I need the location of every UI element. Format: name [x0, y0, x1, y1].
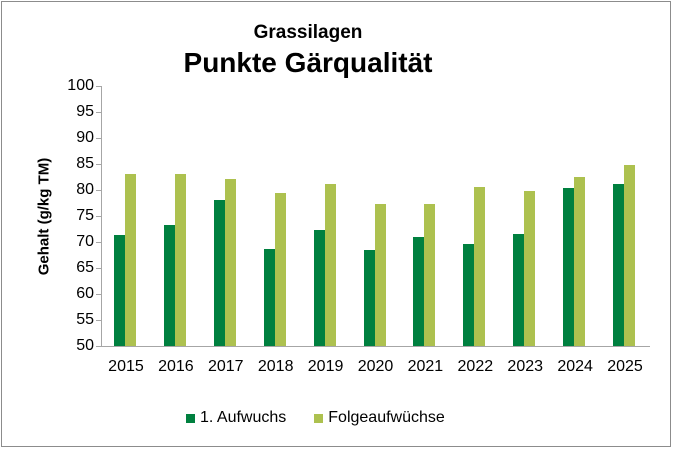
x-tick-label: 2020 — [357, 358, 394, 375]
legend-swatch-icon — [314, 413, 324, 423]
chart-subtitle: Punkte Gärqualität — [183, 47, 433, 78]
y-axis — [101, 86, 102, 347]
bar-aufwuchs1-2025 — [613, 184, 625, 346]
plot-area: 100 95 90 85 80 75 70 65 60 55 50 2015 2016 2017 2018 2… — [67, 78, 650, 375]
bar-aufwuchs1-2016 — [163, 224, 175, 346]
y-tick — [96, 112, 101, 113]
x-tick-label: 2021 — [407, 358, 444, 375]
y-tick — [96, 346, 101, 347]
y-tick — [96, 164, 101, 165]
y-tick-label: 85 — [76, 155, 94, 172]
y-tick — [96, 138, 101, 139]
bar-aufwuchs1-2021 — [413, 236, 425, 346]
y-tick — [96, 86, 101, 87]
bar-aufwuchs1-2022 — [463, 244, 475, 346]
bar-folgeaufwuechse-2020 — [374, 204, 386, 346]
y-tick-label: 90 — [76, 129, 94, 146]
legend-item: Folgeaufwüchse — [314, 409, 445, 427]
x-tick-label: 2022 — [457, 358, 494, 375]
y-tick — [96, 190, 101, 191]
bar-aufwuchs1-2020 — [363, 249, 375, 346]
x-tick-label: 2023 — [507, 358, 544, 375]
y-tick-label: 70 — [76, 233, 94, 250]
chart-title: Grassilagen — [253, 22, 363, 43]
x-tick-label: 2016 — [158, 358, 194, 375]
x-tick-label: 2015 — [108, 358, 144, 375]
x-axis — [101, 346, 650, 347]
y-tick-label: 55 — [76, 311, 94, 328]
bar-folgeaufwuechse-2021 — [424, 204, 436, 346]
bar-aufwuchs1-2017 — [213, 200, 225, 346]
y-tick-label: 60 — [76, 285, 94, 302]
bar-aufwuchs1-2024 — [563, 188, 575, 346]
bar-folgeaufwuechse-2015 — [124, 173, 136, 346]
x-tick-label: 2017 — [207, 358, 244, 375]
legend-label: 1. Aufwuchs — [200, 409, 287, 426]
bar-folgeaufwuechse-2017 — [224, 178, 236, 346]
x-tick-label: 2019 — [307, 358, 344, 375]
bar-aufwuchs1-2019 — [313, 229, 325, 346]
bar-folgeaufwuechse-2018 — [274, 193, 286, 346]
legend-item: 1. Aufwuchs — [186, 409, 286, 427]
y-tick-label: 65 — [76, 259, 94, 276]
bar-aufwuchs1-2015 — [113, 234, 125, 346]
legend-label: Folgeaufwüchse — [328, 409, 445, 426]
x-tick-label: 2024 — [557, 358, 593, 375]
x-tick-label: 2025 — [607, 358, 643, 375]
y-tick-label: 50 — [76, 337, 94, 354]
bar-folgeaufwuechse-2019 — [324, 184, 336, 346]
y-tick — [96, 294, 101, 295]
legend: 1. Aufwuchs Folgeaufwüchse — [186, 409, 473, 427]
bar-aufwuchs1-2018 — [263, 248, 275, 346]
bar-folgeaufwuechse-2025 — [624, 165, 636, 346]
y-tick-label: 100 — [67, 77, 94, 94]
y-axis-label: Gehalt (g/kg TM) — [35, 157, 53, 276]
y-tick-label: 75 — [76, 207, 94, 224]
bar-folgeaufwuechse-2016 — [174, 173, 186, 346]
bar-folgeaufwuechse-2024 — [574, 177, 586, 346]
legend-swatch-icon — [186, 413, 195, 423]
y-tick — [96, 216, 101, 217]
bar-folgeaufwuechse-2023 — [524, 190, 536, 346]
y-tick — [96, 268, 101, 269]
x-tick-label: 2018 — [257, 358, 294, 375]
bar-aufwuchs1-2023 — [513, 233, 525, 346]
y-tick — [96, 320, 101, 321]
y-tick — [96, 242, 101, 243]
y-tick-label: 80 — [76, 181, 94, 198]
y-tick-label: 95 — [76, 103, 94, 120]
bar-folgeaufwuechse-2022 — [474, 187, 486, 346]
